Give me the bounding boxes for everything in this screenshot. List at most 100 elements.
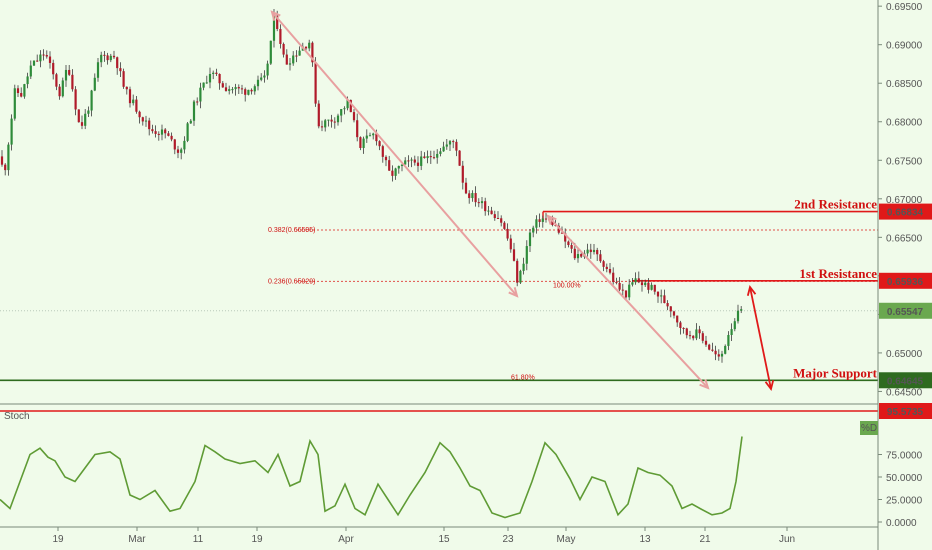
candle-body [685, 328, 688, 336]
candle-body [64, 69, 68, 81]
stoch-series-tag [860, 421, 878, 435]
arrow-tail [746, 284, 757, 296]
candle [423, 152, 426, 159]
candle [666, 300, 669, 311]
candle-body [589, 249, 592, 253]
candle [269, 40, 272, 65]
candle [148, 117, 151, 136]
candle-body [45, 55, 48, 57]
candle-body [349, 99, 352, 113]
candle-body [180, 149, 183, 153]
candle [324, 118, 327, 132]
candle-body [727, 334, 730, 346]
candle-body [573, 248, 576, 259]
candle [394, 167, 397, 180]
candle-body [519, 270, 522, 283]
candle [186, 122, 189, 143]
candle [503, 221, 506, 230]
candle [522, 257, 525, 275]
candle-body [695, 329, 698, 339]
candle-body [314, 62, 317, 104]
candle [564, 228, 567, 249]
candle-body [189, 120, 192, 124]
candle [618, 277, 621, 292]
candle-body [266, 63, 269, 76]
candle-body [148, 120, 151, 130]
candle-body [365, 135, 368, 139]
candle-body [679, 322, 682, 328]
candle-body [532, 227, 535, 233]
level-price-tag-text: 0.66834 [887, 208, 924, 219]
candle [141, 116, 144, 126]
candle [84, 109, 87, 130]
candle [173, 138, 176, 155]
candle [87, 106, 90, 117]
candle-body [119, 68, 122, 72]
candle [26, 72, 29, 89]
candle [288, 58, 292, 71]
candle [656, 291, 660, 303]
stoch-series-tag-text: %D [861, 423, 877, 434]
candle-body [413, 159, 416, 163]
candle [596, 247, 599, 261]
last-price-tag-text: 0.65547 [887, 307, 924, 318]
candle-body [525, 246, 528, 264]
candle-body [503, 222, 506, 229]
candle [538, 213, 541, 228]
candle [362, 136, 365, 154]
candle [682, 327, 685, 334]
candle [314, 57, 317, 107]
candle [176, 145, 180, 159]
candle [327, 119, 330, 127]
candle [356, 113, 359, 142]
candle-body [336, 115, 340, 123]
candle-body [468, 193, 471, 199]
candle [266, 60, 269, 80]
candle-body [522, 263, 525, 271]
candle [640, 279, 644, 292]
candle [439, 148, 442, 157]
candle-body [80, 122, 84, 126]
candle-body [240, 88, 244, 90]
candle-body [36, 60, 39, 62]
candle [407, 155, 410, 168]
candle-body [461, 165, 464, 183]
candle-body [164, 129, 167, 134]
level-price-tag [879, 272, 932, 289]
candle [167, 130, 170, 137]
candle [151, 124, 154, 134]
candle [170, 132, 173, 142]
candle [157, 131, 160, 141]
candle [452, 139, 455, 149]
candle [740, 306, 743, 314]
candle [516, 258, 519, 287]
candle [116, 56, 119, 75]
candle-body [458, 150, 461, 166]
candle-body [87, 110, 90, 114]
candle-body [212, 72, 215, 75]
candle-body [100, 54, 103, 63]
candle [16, 85, 20, 98]
candle [708, 343, 711, 351]
candle [192, 99, 196, 126]
candle-body [68, 69, 71, 75]
candle [208, 67, 212, 89]
candle-body [432, 157, 436, 159]
candle [637, 271, 640, 284]
candle-body [112, 55, 116, 58]
price-tick-label: 0.66500 [886, 233, 923, 244]
candle-body [688, 335, 692, 337]
candle [295, 50, 298, 63]
candle [202, 82, 205, 91]
candle [487, 205, 490, 216]
arrow-head [508, 287, 519, 298]
candle [519, 269, 522, 284]
time-tick-label: 15 [438, 534, 450, 545]
candle [704, 335, 708, 347]
time-tick-label: May [557, 534, 576, 545]
candle-body [464, 182, 468, 194]
candle [250, 88, 253, 95]
candle [32, 60, 36, 66]
candle [228, 85, 231, 95]
candle-body [624, 290, 628, 298]
